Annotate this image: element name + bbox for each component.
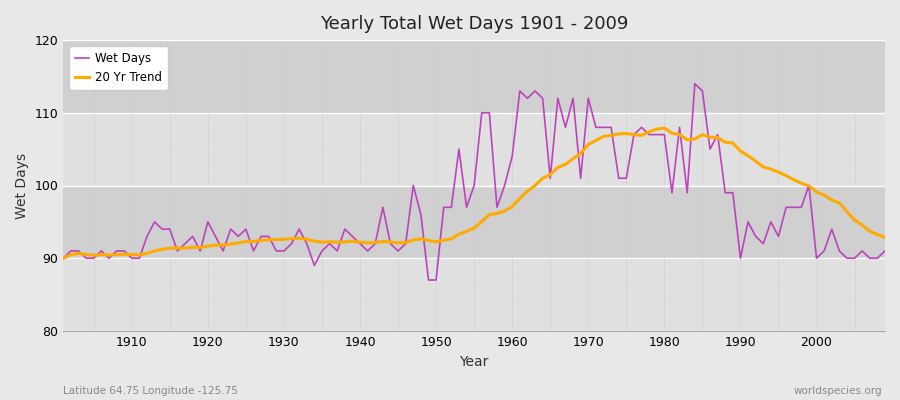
20 Yr Trend	[119, 252, 130, 256]
20 Yr Trend	[286, 236, 297, 241]
Text: worldspecies.org: worldspecies.org	[794, 386, 882, 396]
Line: Wet Days: Wet Days	[63, 84, 885, 280]
20 Yr Trend	[58, 256, 68, 260]
Wet Days	[606, 125, 616, 130]
Line: 20 Yr Trend: 20 Yr Trend	[63, 128, 885, 258]
Bar	[63, 40, 885, 113]
Wet Days	[515, 88, 526, 93]
Wet Days	[119, 248, 130, 253]
Wet Days	[423, 278, 434, 282]
20 Yr Trend	[598, 134, 609, 139]
Wet Days	[689, 81, 700, 86]
20 Yr Trend	[659, 126, 670, 130]
Wet Days	[879, 248, 890, 253]
X-axis label: Year: Year	[460, 355, 489, 369]
20 Yr Trend	[332, 240, 343, 245]
Bar	[63, 113, 885, 186]
Title: Yearly Total Wet Days 1901 - 2009: Yearly Total Wet Days 1901 - 2009	[320, 15, 628, 33]
Bar	[63, 186, 885, 258]
Y-axis label: Wet Days: Wet Days	[15, 152, 29, 218]
Legend: Wet Days, 20 Yr Trend: Wet Days, 20 Yr Trend	[69, 46, 168, 90]
Bar	[63, 258, 885, 331]
20 Yr Trend	[500, 208, 510, 213]
Wet Days	[507, 154, 517, 159]
Wet Days	[58, 256, 68, 260]
20 Yr Trend	[879, 235, 890, 240]
Wet Days	[332, 248, 343, 253]
Text: Latitude 64.75 Longitude -125.75: Latitude 64.75 Longitude -125.75	[63, 386, 238, 396]
Wet Days	[286, 241, 297, 246]
20 Yr Trend	[507, 204, 517, 209]
